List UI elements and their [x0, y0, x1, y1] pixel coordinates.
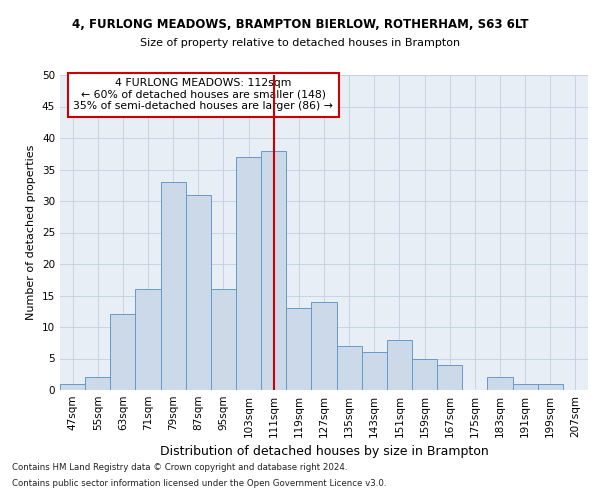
Bar	[85, 378, 110, 390]
Bar	[412, 358, 437, 390]
Bar	[286, 308, 311, 390]
Bar	[136, 289, 161, 390]
Bar	[362, 352, 387, 390]
Bar	[387, 340, 412, 390]
Text: 4, FURLONG MEADOWS, BRAMPTON BIERLOW, ROTHERHAM, S63 6LT: 4, FURLONG MEADOWS, BRAMPTON BIERLOW, RO…	[72, 18, 528, 30]
X-axis label: Distribution of detached houses by size in Brampton: Distribution of detached houses by size …	[160, 446, 488, 458]
Bar	[512, 384, 538, 390]
Bar	[110, 314, 136, 390]
Text: Contains public sector information licensed under the Open Government Licence v3: Contains public sector information licen…	[12, 478, 386, 488]
Text: 4 FURLONG MEADOWS: 112sqm
← 60% of detached houses are smaller (148)
35% of semi: 4 FURLONG MEADOWS: 112sqm ← 60% of detac…	[73, 78, 333, 112]
Bar	[311, 302, 337, 390]
Bar	[261, 150, 286, 390]
Bar	[337, 346, 362, 390]
Bar	[161, 182, 186, 390]
Bar	[437, 365, 462, 390]
Bar	[538, 384, 563, 390]
Bar	[236, 157, 261, 390]
Text: Size of property relative to detached houses in Brampton: Size of property relative to detached ho…	[140, 38, 460, 48]
Text: Contains HM Land Registry data © Crown copyright and database right 2024.: Contains HM Land Registry data © Crown c…	[12, 464, 347, 472]
Bar	[211, 289, 236, 390]
Bar	[186, 194, 211, 390]
Y-axis label: Number of detached properties: Number of detached properties	[26, 145, 37, 320]
Bar	[60, 384, 85, 390]
Bar	[487, 378, 512, 390]
